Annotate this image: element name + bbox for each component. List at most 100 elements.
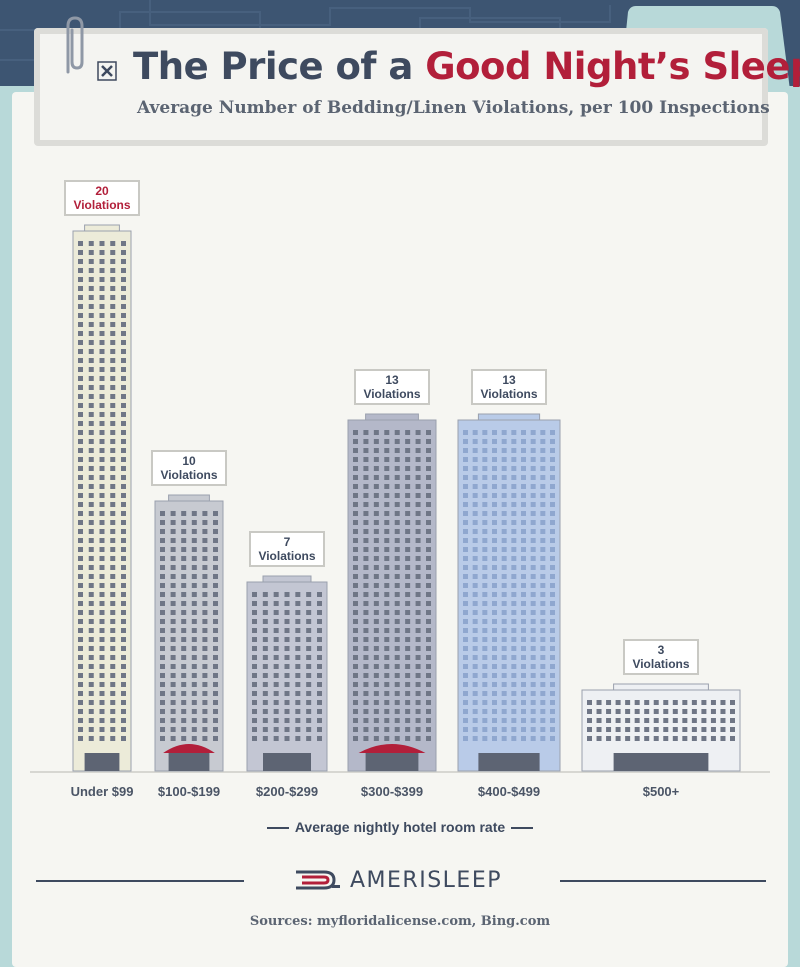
window <box>170 574 176 579</box>
window <box>482 610 488 615</box>
window <box>170 529 176 534</box>
window <box>540 628 546 633</box>
window <box>550 457 555 462</box>
window <box>405 628 411 633</box>
window <box>99 520 105 525</box>
window <box>530 457 536 462</box>
window <box>550 655 555 660</box>
window <box>191 628 197 633</box>
window <box>501 637 507 642</box>
window <box>202 655 208 660</box>
window <box>170 619 176 624</box>
window <box>472 466 478 471</box>
window <box>110 700 116 705</box>
window <box>181 565 187 570</box>
window <box>492 682 497 687</box>
window <box>501 592 507 597</box>
window <box>121 709 126 714</box>
window <box>88 646 94 651</box>
window <box>99 376 105 381</box>
window <box>511 691 517 696</box>
window <box>353 592 358 597</box>
window <box>121 520 126 525</box>
window <box>99 628 105 633</box>
window <box>550 709 555 714</box>
window <box>121 349 126 354</box>
window <box>78 592 83 597</box>
window <box>472 682 478 687</box>
window <box>463 502 468 507</box>
window <box>295 610 301 615</box>
window <box>353 628 358 633</box>
window <box>363 565 369 570</box>
window <box>202 691 208 696</box>
window <box>284 610 290 615</box>
bar <box>154 500 224 772</box>
window <box>472 691 478 696</box>
window <box>540 637 546 642</box>
window <box>394 637 400 642</box>
window <box>720 736 726 741</box>
window <box>363 502 369 507</box>
window <box>463 565 468 570</box>
window <box>363 430 369 435</box>
window <box>99 385 105 390</box>
window <box>99 601 105 606</box>
window <box>521 439 526 444</box>
window <box>511 592 517 597</box>
window <box>405 673 411 678</box>
window <box>492 475 497 480</box>
window <box>121 322 126 327</box>
bar-building <box>72 224 132 772</box>
window <box>213 727 218 732</box>
window <box>353 691 358 696</box>
window <box>99 736 105 741</box>
window <box>426 709 431 714</box>
window <box>88 637 94 642</box>
window <box>181 619 187 624</box>
window <box>384 628 390 633</box>
window <box>99 430 105 435</box>
window <box>472 502 478 507</box>
window <box>88 574 94 579</box>
window <box>394 448 400 453</box>
window <box>492 664 497 669</box>
window <box>415 610 421 615</box>
window <box>394 565 400 570</box>
window <box>530 448 536 453</box>
window <box>426 664 431 669</box>
window <box>521 727 526 732</box>
window <box>121 421 126 426</box>
window <box>501 556 507 561</box>
window <box>110 475 116 480</box>
window <box>384 610 390 615</box>
window <box>88 565 94 570</box>
window <box>181 718 187 723</box>
window <box>121 637 126 642</box>
window <box>170 538 176 543</box>
window <box>363 736 369 741</box>
window <box>363 484 369 489</box>
window <box>596 736 602 741</box>
window <box>521 655 526 660</box>
window <box>99 268 105 273</box>
window <box>110 583 116 588</box>
window <box>615 709 621 714</box>
window <box>501 718 507 723</box>
window <box>110 673 116 678</box>
window <box>78 430 83 435</box>
window <box>110 628 116 633</box>
window <box>492 565 497 570</box>
window <box>99 502 105 507</box>
window <box>363 655 369 660</box>
window <box>492 538 497 543</box>
window <box>273 736 279 741</box>
window <box>202 628 208 633</box>
window <box>521 520 526 525</box>
window <box>511 583 517 588</box>
window <box>110 529 116 534</box>
window <box>492 511 497 516</box>
window <box>363 601 369 606</box>
window <box>121 556 126 561</box>
window <box>202 709 208 714</box>
